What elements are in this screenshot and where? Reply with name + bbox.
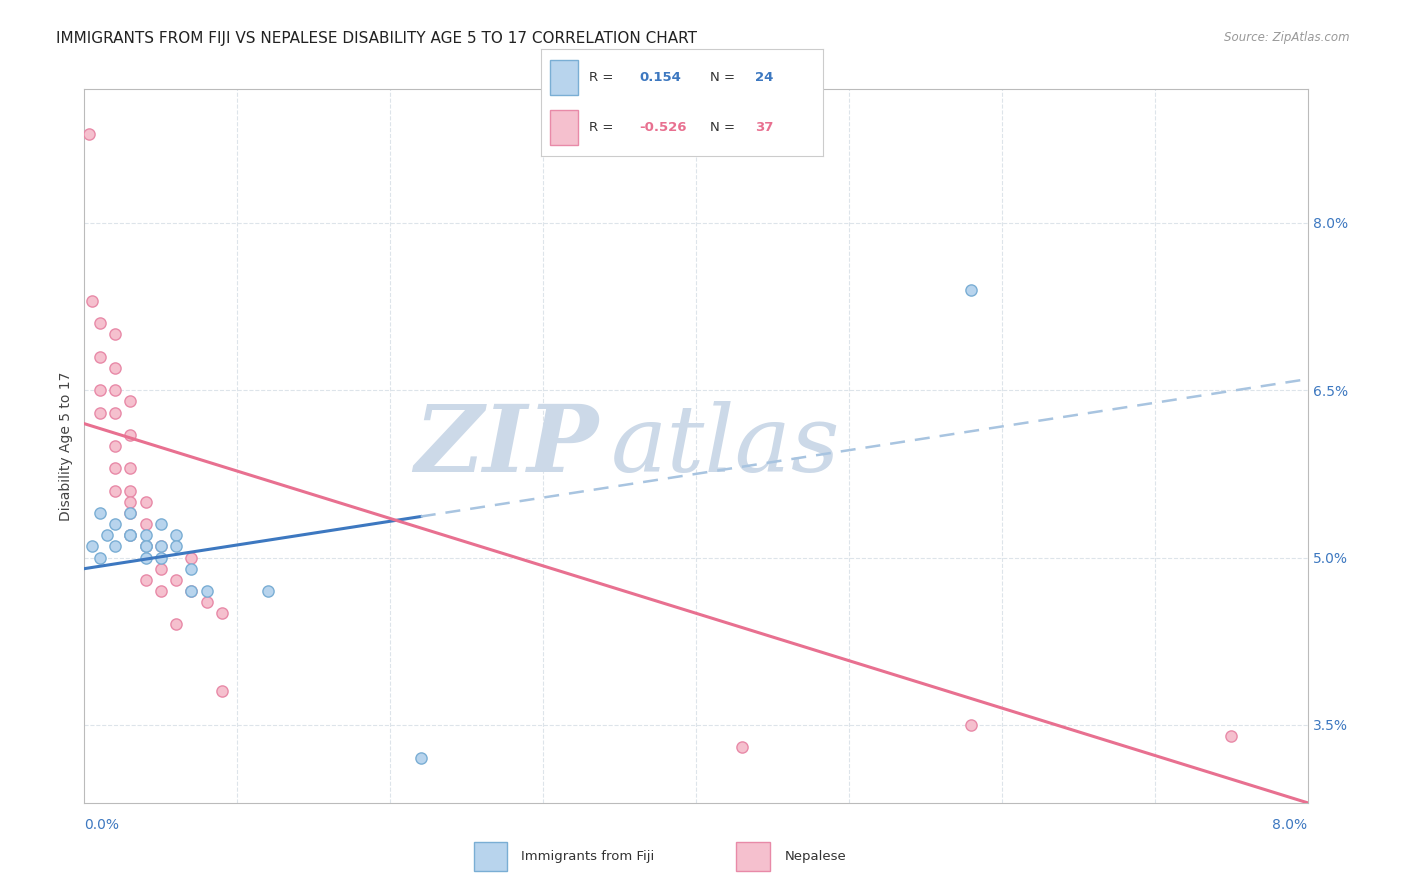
- Point: [135, 494, 157, 508]
- Bar: [550, 60, 578, 95]
- Point: [180, 550, 202, 565]
- Text: N =: N =: [710, 71, 735, 84]
- Point: [104, 439, 127, 453]
- Point: [89, 506, 111, 520]
- Point: [104, 384, 127, 398]
- Point: [135, 573, 157, 587]
- Point: [96, 528, 118, 542]
- Point: [104, 405, 127, 419]
- Point: [149, 539, 172, 553]
- Point: [89, 384, 111, 398]
- Point: [180, 562, 202, 576]
- Point: [149, 562, 172, 576]
- Bar: [474, 842, 508, 871]
- Point: [77, 127, 100, 141]
- Point: [120, 483, 142, 498]
- Point: [211, 607, 233, 621]
- Bar: [550, 110, 578, 145]
- Point: [135, 539, 157, 553]
- Text: N =: N =: [710, 121, 735, 134]
- Text: Immigrants from Fiji: Immigrants from Fiji: [522, 850, 655, 863]
- Text: 37: 37: [755, 121, 773, 134]
- Point: [1220, 729, 1243, 743]
- Point: [104, 483, 127, 498]
- Point: [120, 506, 142, 520]
- Text: R =: R =: [589, 121, 613, 134]
- Point: [120, 394, 142, 409]
- Point: [195, 595, 218, 609]
- Point: [89, 317, 111, 331]
- Point: [120, 506, 142, 520]
- Point: [89, 405, 111, 419]
- Point: [120, 461, 142, 475]
- Point: [120, 428, 142, 442]
- Point: [80, 294, 103, 309]
- Point: [120, 528, 142, 542]
- Point: [960, 283, 983, 297]
- Point: [135, 528, 157, 542]
- Text: 0.0%: 0.0%: [84, 818, 120, 832]
- Text: 8.0%: 8.0%: [1272, 818, 1308, 832]
- Point: [120, 494, 142, 508]
- Point: [104, 461, 127, 475]
- Y-axis label: Disability Age 5 to 17: Disability Age 5 to 17: [59, 371, 73, 521]
- Point: [104, 539, 127, 553]
- Point: [135, 517, 157, 532]
- Point: [211, 684, 233, 698]
- Point: [960, 717, 983, 731]
- Text: 0.154: 0.154: [640, 71, 682, 84]
- Text: -0.526: -0.526: [640, 121, 688, 134]
- Text: 24: 24: [755, 71, 773, 84]
- Point: [135, 539, 157, 553]
- Point: [104, 360, 127, 375]
- Point: [80, 539, 103, 553]
- Point: [180, 584, 202, 599]
- Point: [165, 539, 187, 553]
- Point: [180, 584, 202, 599]
- Point: [149, 539, 172, 553]
- Point: [165, 573, 187, 587]
- Point: [135, 539, 157, 553]
- Point: [149, 550, 172, 565]
- Point: [89, 350, 111, 364]
- Point: [149, 517, 172, 532]
- Point: [104, 517, 127, 532]
- Point: [149, 584, 172, 599]
- Point: [195, 584, 218, 599]
- Text: ZIP: ZIP: [413, 401, 598, 491]
- Point: [89, 550, 111, 565]
- Text: atlas: atlas: [610, 401, 839, 491]
- Point: [257, 584, 280, 599]
- Point: [104, 327, 127, 342]
- Text: Source: ZipAtlas.com: Source: ZipAtlas.com: [1225, 31, 1350, 45]
- Text: IMMIGRANTS FROM FIJI VS NEPALESE DISABILITY AGE 5 TO 17 CORRELATION CHART: IMMIGRANTS FROM FIJI VS NEPALESE DISABIL…: [56, 31, 697, 46]
- Point: [731, 739, 754, 754]
- Text: Nepalese: Nepalese: [785, 850, 846, 863]
- Point: [120, 528, 142, 542]
- Point: [165, 528, 187, 542]
- Point: [409, 751, 432, 765]
- Bar: [737, 842, 770, 871]
- Text: R =: R =: [589, 71, 613, 84]
- Point: [165, 617, 187, 632]
- Point: [120, 528, 142, 542]
- Point: [135, 550, 157, 565]
